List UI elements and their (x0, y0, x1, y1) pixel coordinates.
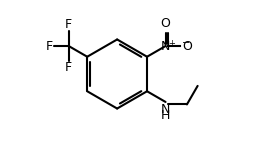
Text: −: − (182, 38, 190, 48)
Text: O: O (161, 17, 170, 30)
Text: N: N (161, 103, 170, 116)
Text: N: N (161, 40, 170, 53)
Text: O: O (182, 40, 192, 53)
Text: F: F (65, 61, 72, 74)
Text: +: + (168, 39, 175, 48)
Text: F: F (65, 18, 72, 31)
Text: H: H (161, 109, 170, 122)
Text: F: F (46, 40, 53, 53)
